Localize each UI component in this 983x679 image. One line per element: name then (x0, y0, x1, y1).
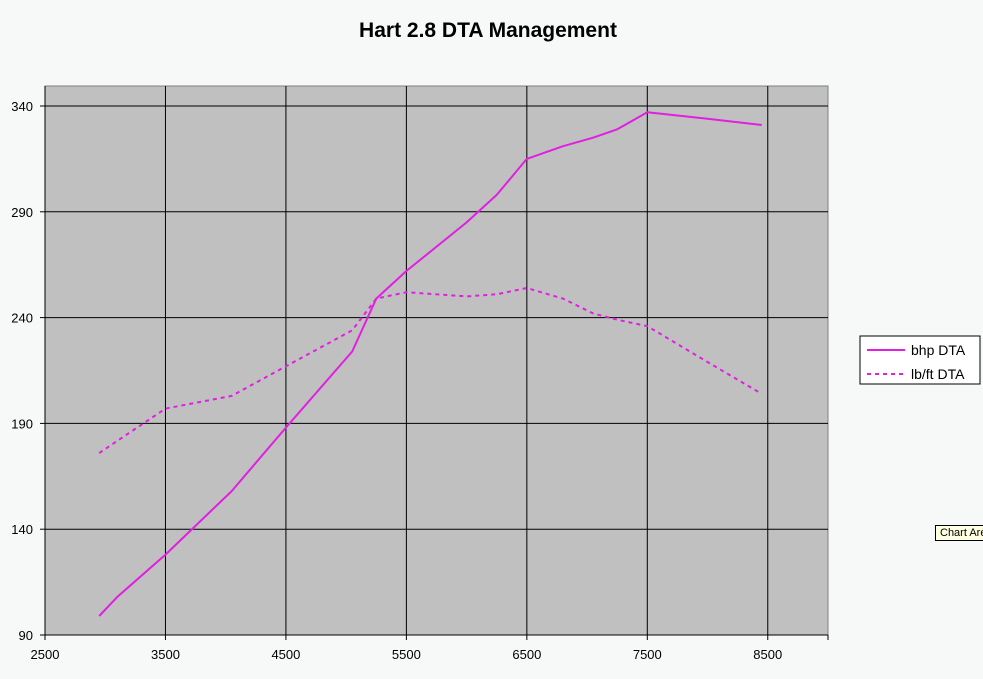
x-tick-label: 8500 (753, 647, 782, 662)
axes: 2500 3500 4500 5500 6500 7500 8500 90 140 190 240 2… (11, 86, 829, 662)
legend-label-bhp: bhp DTA (911, 342, 966, 358)
x-tick-label: 2500 (31, 647, 60, 662)
series-line-lbft[interactable] (98, 287, 763, 454)
x-tick-label: 7500 (633, 647, 662, 662)
x-tick-label: 5500 (392, 647, 421, 662)
y-tick-label: 290 (11, 205, 33, 220)
y-tick-label: 240 (11, 311, 33, 326)
x-tick-label: 4500 (271, 647, 300, 662)
legend-label-lbft: lb/ft DTA (911, 366, 965, 382)
y-tick-label: 340 (11, 99, 33, 114)
gridlines (45, 86, 828, 635)
chart-title: Hart 2.8 DTA Management (359, 19, 617, 42)
series-line-bhp[interactable] (98, 111, 762, 617)
y-tick-label: 190 (11, 416, 33, 431)
chart-area-tooltip: Chart Area (935, 525, 983, 541)
legend-box (859, 335, 981, 385)
x-tick-label: 6500 (512, 647, 541, 662)
x-tick-label: 3500 (151, 647, 180, 662)
y-tick-label: 140 (11, 522, 33, 537)
plot-area[interactable] (44, 85, 829, 636)
y-tick-label: 90 (19, 628, 33, 643)
series-layer (98, 111, 763, 617)
legend[interactable]: bhp DTA lb/ft DTA (859, 335, 981, 385)
